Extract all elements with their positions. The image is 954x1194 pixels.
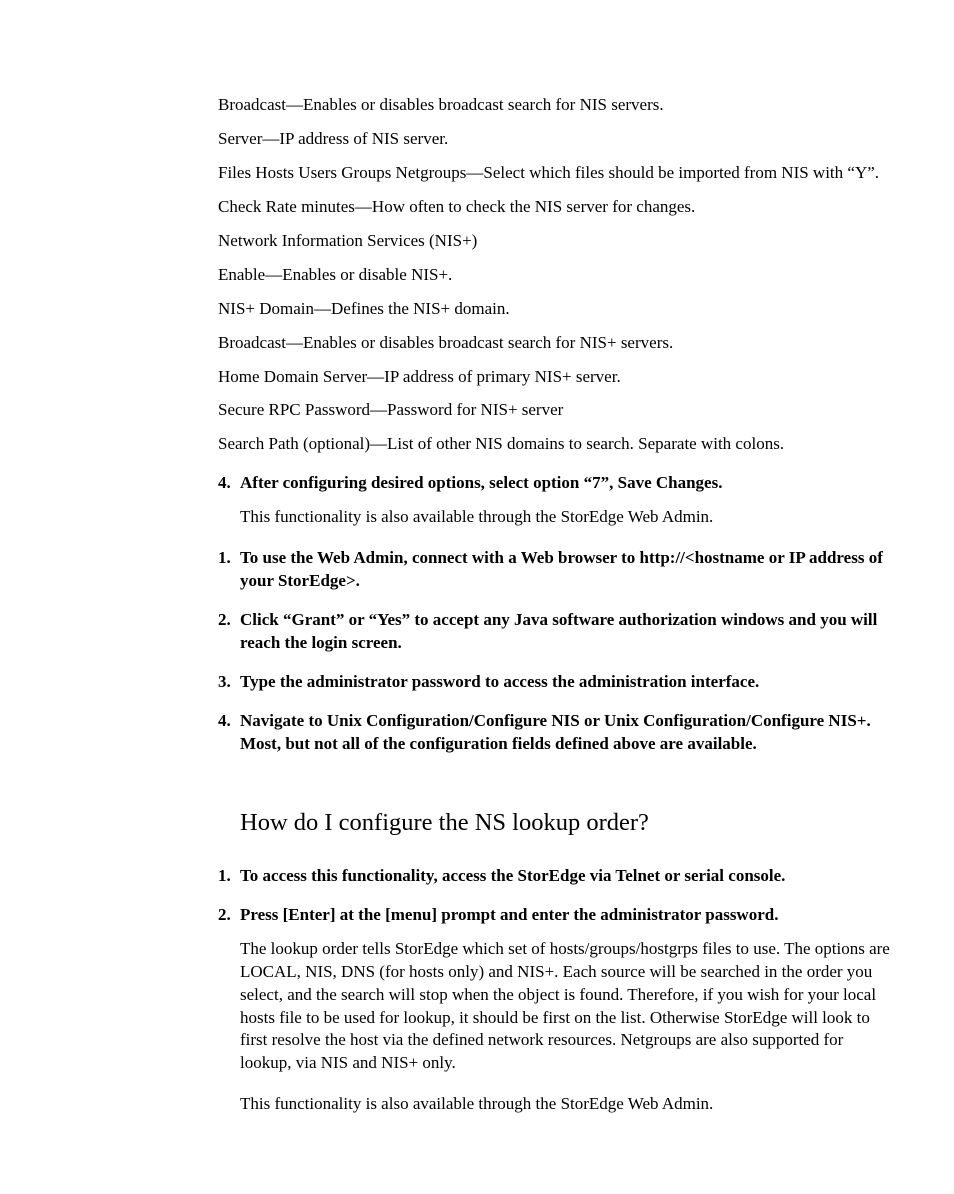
step-number: 3. <box>218 671 240 694</box>
step-text: Click “Grant” or “Yes” to accept any Jav… <box>240 609 894 655</box>
step-text: To use the Web Admin, connect with a Web… <box>240 547 894 593</box>
step-followup: This functionality is also available thr… <box>240 506 894 529</box>
step-row: 1. To use the Web Admin, connect with a … <box>218 547 894 593</box>
section-heading: How do I configure the NS lookup order? <box>240 806 894 839</box>
nis-plus-option: Home Domain Server—IP address of primary… <box>218 366 894 389</box>
step-text: After configuring desired options, selec… <box>240 472 894 495</box>
nis-option: Server—IP address of NIS server. <box>218 128 894 151</box>
step-number: 1. <box>218 865 240 888</box>
nis-plus-option: NIS+ Domain—Defines the NIS+ domain. <box>218 298 894 321</box>
document-page: Broadcast—Enables or disables broadcast … <box>0 0 954 1194</box>
nis-plus-heading: Network Information Services (NIS+) <box>218 230 894 253</box>
step-text: Navigate to Unix Configuration/Configure… <box>240 710 894 756</box>
step-text: Press [Enter] at the [menu] prompt and e… <box>240 904 894 927</box>
nis-plus-option: Search Path (optional)—List of other NIS… <box>218 433 894 456</box>
step-row: 2. Press [Enter] at the [menu] prompt an… <box>218 904 894 927</box>
step-row: 4. Navigate to Unix Configuration/Config… <box>218 710 894 756</box>
ns-body: The lookup order tells StorEdge which se… <box>240 938 894 1076</box>
step-text: Type the administrator password to acces… <box>240 671 894 694</box>
step-number: 2. <box>218 904 240 927</box>
step-number: 4. <box>218 472 240 495</box>
nis-option: Broadcast—Enables or disables broadcast … <box>218 94 894 117</box>
step-text: To access this functionality, access the… <box>240 865 894 888</box>
nis-plus-option: Broadcast—Enables or disables broadcast … <box>218 332 894 355</box>
nis-option: Files Hosts Users Groups Netgroups—Selec… <box>218 162 894 185</box>
step-number: 1. <box>218 547 240 570</box>
nis-option: Check Rate minutes—How often to check th… <box>218 196 894 219</box>
step-row: 2. Click “Grant” or “Yes” to accept any … <box>218 609 894 655</box>
nis-plus-option: Secure RPC Password—Password for NIS+ se… <box>218 399 894 422</box>
ns-footer: This functionality is also available thr… <box>240 1093 894 1116</box>
step-row: 4. After configuring desired options, se… <box>218 472 894 495</box>
step-row: 3. Type the administrator password to ac… <box>218 671 894 694</box>
step-number: 4. <box>218 710 240 733</box>
nis-plus-option: Enable—Enables or disable NIS+. <box>218 264 894 287</box>
step-number: 2. <box>218 609 240 632</box>
step-row: 1. To access this functionality, access … <box>218 865 894 888</box>
